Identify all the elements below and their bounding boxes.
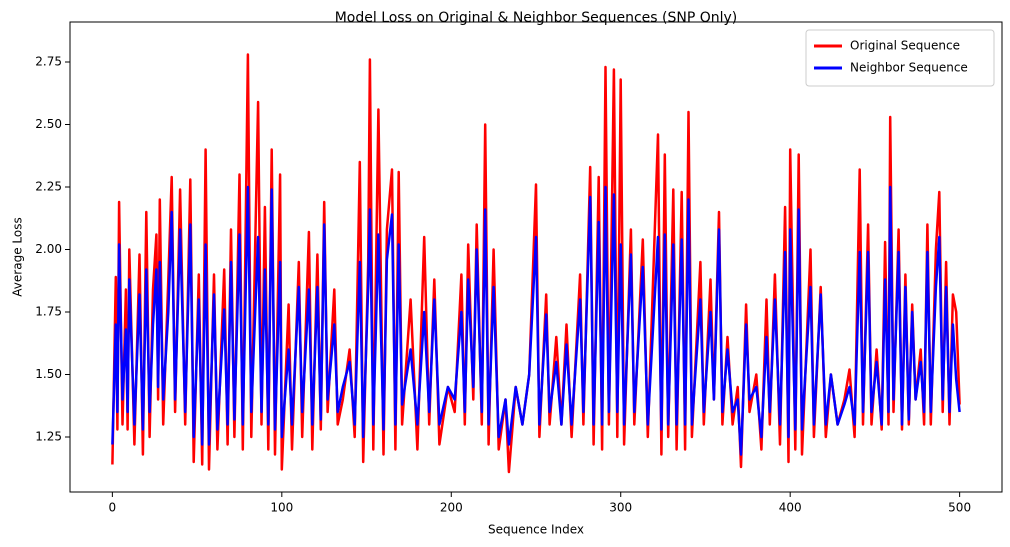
y-tick-label: 1.75 <box>35 305 62 319</box>
y-tick-label: 1.50 <box>35 367 62 381</box>
series-line <box>111 185 961 456</box>
y-tick-label: 2.75 <box>35 55 62 69</box>
x-tick-label: 100 <box>270 501 293 515</box>
x-tick-label: 0 <box>109 501 117 515</box>
x-axis-label: Sequence Index <box>488 523 584 537</box>
plot-frame <box>69 21 1003 493</box>
x-tick-label: 500 <box>948 501 971 515</box>
chart-title: Model Loss on Original & Neighbor Sequen… <box>335 10 738 26</box>
y-tick-label: 2.00 <box>35 242 62 256</box>
x-tick-label: 400 <box>779 501 802 515</box>
y-tick-label: 2.50 <box>35 117 62 131</box>
x-tick-label: 300 <box>609 501 632 515</box>
x-tick-label: 200 <box>440 501 463 515</box>
legend-label: Original Sequence <box>850 39 960 53</box>
y-tick-label: 1.25 <box>35 430 62 444</box>
y-axis-label: Average Loss <box>11 217 25 296</box>
legend-box <box>805 29 995 87</box>
y-tick-label: 2.25 <box>35 180 62 194</box>
legend-label: Neighbor Sequence <box>850 61 968 75</box>
